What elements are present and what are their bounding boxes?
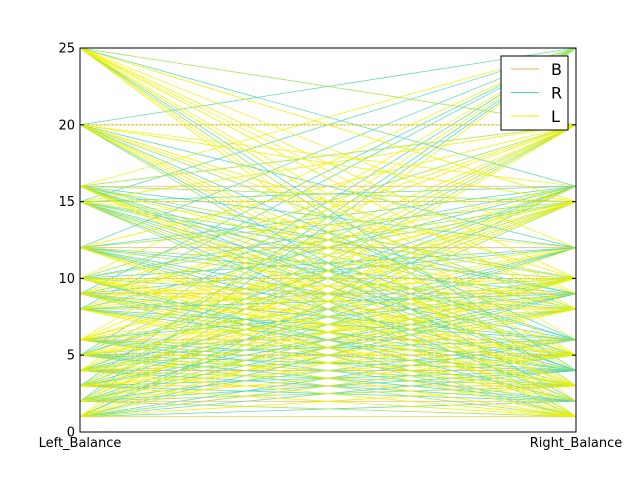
data-line-l — [79, 293, 577, 387]
y-tick-label: 5 — [67, 349, 75, 364]
legend-label-b: B — [551, 60, 562, 79]
data-line-l — [79, 293, 577, 417]
data-line-l — [79, 201, 577, 248]
data-line-l — [79, 124, 577, 387]
y-tick-label: 0 — [67, 426, 75, 441]
y-tick-label: 10 — [58, 272, 75, 287]
data-line-l — [79, 47, 577, 387]
data-line-l — [79, 339, 577, 417]
data-line-l — [79, 247, 577, 417]
y-axis-ticks: 0 5 10 15 20 25 — [58, 42, 576, 441]
y-tick-label: 20 — [58, 118, 75, 133]
legend: BRL — [500, 55, 569, 131]
data-line-l — [79, 47, 577, 417]
data-lines — [79, 47, 577, 418]
data-line-l — [79, 385, 577, 417]
data-line-l — [79, 400, 577, 417]
data-line-l — [79, 247, 577, 279]
data-line-l — [79, 47, 577, 126]
data-line-l — [79, 47, 577, 279]
data-line-l — [79, 201, 577, 417]
data-line-l — [79, 308, 577, 417]
x-axis: Left_Balance Right_Balance — [39, 436, 623, 451]
data-line-l — [79, 185, 577, 310]
data-line-l — [79, 124, 577, 356]
plot-frame — [79, 47, 577, 433]
data-line-l — [79, 47, 577, 310]
data-line-l — [79, 185, 577, 387]
data-line-l — [79, 370, 577, 417]
legend-label-r: R — [551, 84, 562, 103]
data-line-l — [79, 124, 577, 417]
data-line-l — [79, 247, 577, 387]
legend-label-l: L — [551, 107, 560, 126]
data-line-l — [79, 293, 577, 356]
data-line-l — [79, 278, 577, 417]
data-line-l — [79, 47, 577, 202]
data-line-l — [79, 354, 577, 417]
data-line-l — [79, 124, 577, 187]
data-line-l — [79, 185, 577, 417]
axis-label-right-balance: Right_Balance — [530, 436, 623, 451]
data-line-l — [79, 185, 577, 202]
axis-label-left-balance: Left_Balance — [39, 436, 122, 451]
y-tick-label: 15 — [58, 195, 75, 210]
y-tick-label: 25 — [58, 42, 75, 57]
data-line-l — [79, 47, 577, 356]
